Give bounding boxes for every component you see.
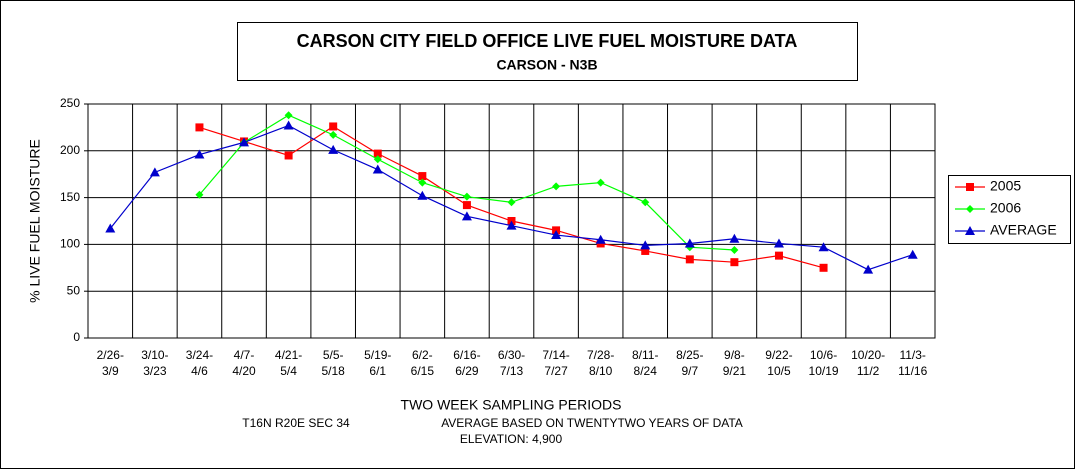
x-tick-label: 6/15 [411,364,435,378]
x-tick-label: 6/29 [455,364,479,378]
legend-marker [965,226,975,235]
marker [194,149,205,159]
x-tick-label: 5/18 [322,364,346,378]
marker [774,251,783,260]
marker [195,190,204,199]
x-tick-label: 11/2 [857,364,880,378]
marker [284,111,293,120]
x-tick-label: 4/7- [234,348,255,362]
marker [863,264,874,274]
x-tick-label: 4/20 [232,364,256,378]
x-tick-label: 7/14- [542,348,569,362]
x-tick-label: 9/22- [765,348,792,362]
x-tick-label: 4/6 [191,364,208,378]
x-tick-label: 11/16 [898,364,927,378]
y-tick-label: 250 [60,96,80,110]
marker [373,155,382,164]
x-tick-label: 9/7 [681,364,698,378]
x-tick-label: 6/30- [498,348,525,362]
marker [418,172,427,181]
x-tick-label: 11/3- [899,348,925,362]
y-tick-label: 200 [60,143,80,157]
x-tick-label: 7/27 [544,364,568,378]
x-tick-label: 6/1 [369,364,386,378]
x-tick-label: 9/8- [724,348,745,362]
marker [417,190,428,200]
x-tick-label: 4/21- [275,348,302,362]
note: AVERAGE BASED ON TWENTYTWO YEARS OF DATA [441,416,743,430]
marker [284,151,293,160]
chart-subtitle: CARSON - N3B [496,57,597,73]
x-tick-label: 10/19 [809,364,839,378]
x-tick-label: 6/16- [453,348,480,362]
marker [373,149,382,158]
x-tick-label: 10/20- [851,348,885,362]
x-tick-label: 5/5- [323,348,344,362]
x-tick-label: 3/23 [143,364,167,378]
y-axis-label: % LIVE FUEL MOISTURE [27,139,43,303]
marker [551,230,562,240]
marker [283,120,294,130]
marker [730,258,739,267]
x-tick-label: 3/24- [186,348,213,362]
marker [730,246,739,255]
marker [507,198,516,207]
y-tick-label: 100 [60,237,80,251]
x-tick-label: 5/4 [280,364,297,378]
marker [640,240,651,250]
marker [641,198,650,207]
marker [552,182,561,191]
legend-label: AVERAGE [990,222,1057,238]
x-tick-label: 7/13 [500,364,524,378]
note: T16N R20E SEC 34 [242,416,350,430]
x-tick-label: 8/24 [634,364,658,378]
x-tick-label: 7/28- [587,348,614,362]
x-tick-label: 9/21 [723,364,747,378]
y-tick-label: 50 [67,283,81,297]
x-tick-label: 3/9 [102,364,119,378]
marker [907,249,918,259]
marker [729,233,740,243]
marker [372,164,383,174]
x-tick-label: 6/2- [412,348,433,362]
y-tick-label: 0 [73,330,80,344]
x-tick-label: 8/11- [632,348,658,362]
x-tick-label: 3/10- [141,348,168,362]
x-tick-label: 10/5 [767,364,791,378]
legend-label: 2006 [990,200,1021,216]
legend-marker [966,183,974,191]
marker [105,223,116,233]
y-tick-label: 150 [60,190,80,204]
marker [596,178,605,187]
marker [329,130,338,139]
legend-marker [966,205,974,213]
marker [239,137,250,147]
marker [506,220,517,230]
marker [595,234,606,244]
marker [684,238,695,248]
title-box [237,22,858,81]
marker [685,255,694,264]
note: ELEVATION: 4,900 [460,432,563,446]
marker [328,144,339,154]
marker [461,211,472,221]
marker [149,167,160,177]
x-tick-label: 10/6- [810,348,837,362]
marker [462,201,471,210]
marker [329,122,338,131]
x-tick-label: 2/26- [97,348,124,362]
x-tick-label: 5/19- [364,348,391,362]
marker [818,242,829,252]
marker [819,263,828,272]
marker [773,238,784,248]
marker [418,178,427,187]
marker [195,123,204,132]
legend-label: 2005 [990,178,1021,194]
chart-title: CARSON CITY FIELD OFFICE LIVE FUEL MOIST… [297,31,798,51]
x-tick-label: 8/10 [589,364,613,378]
x-tick-label: 8/25- [676,348,703,362]
x-axis-label: TWO WEEK SAMPLING PERIODS [401,397,622,413]
marker [462,192,471,201]
